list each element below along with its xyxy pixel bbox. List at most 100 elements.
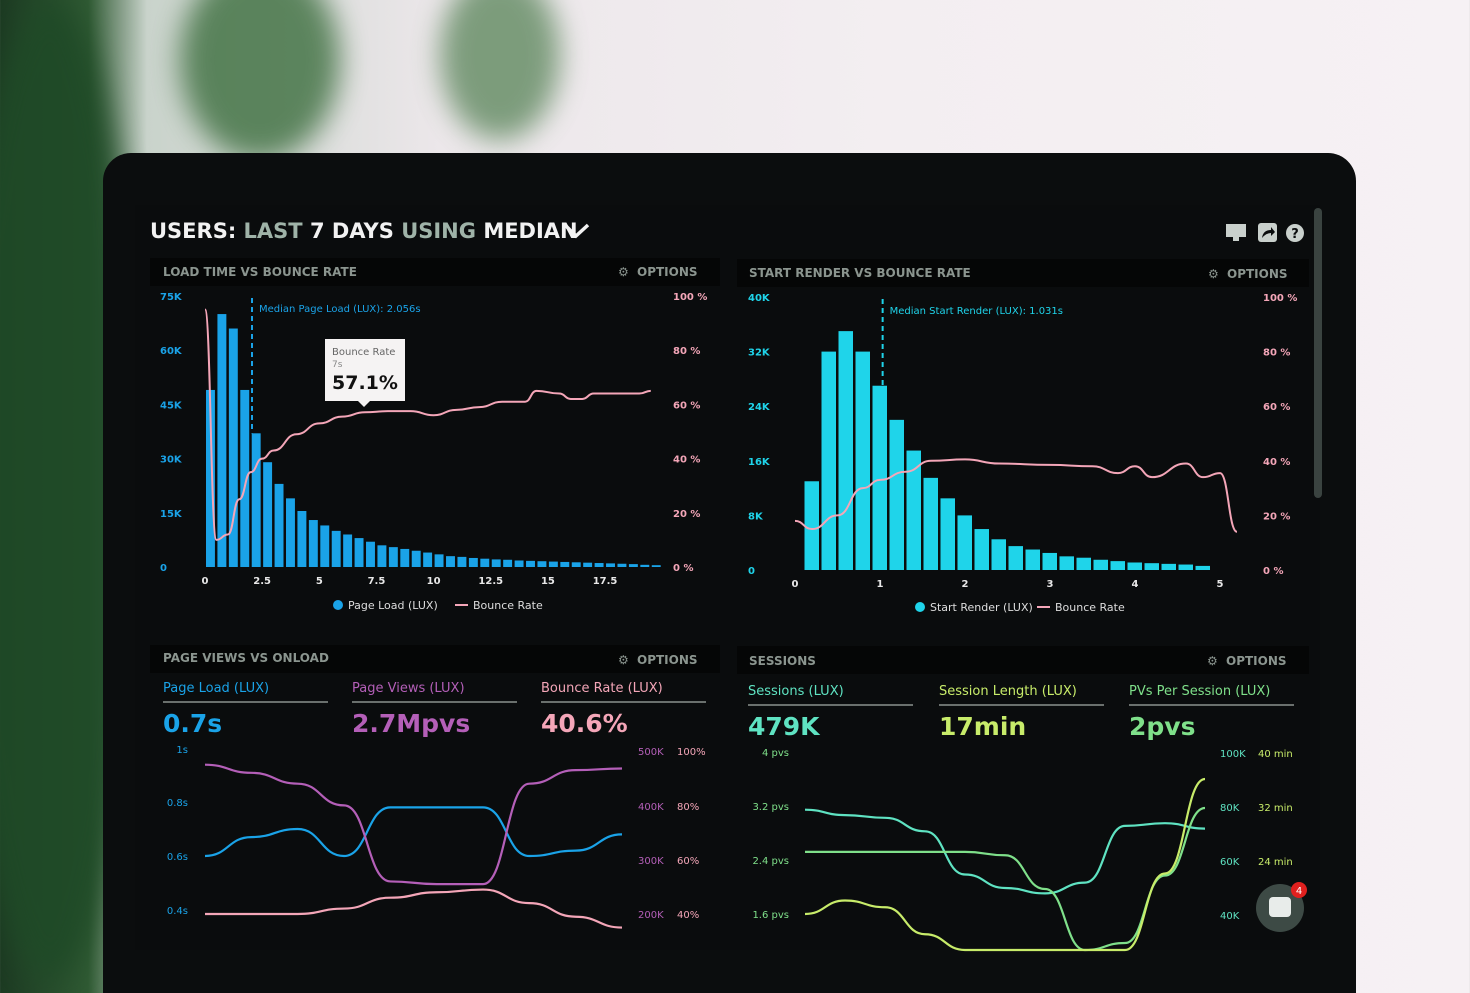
- y2-tick-label: 100 %: [1263, 293, 1297, 304]
- x-tick-label: 0: [792, 579, 799, 590]
- svg-text:7s: 7s: [332, 360, 343, 370]
- histogram-bar: [1178, 564, 1193, 570]
- histogram-bar: [251, 433, 261, 567]
- chart-page-views: Page Load (LUX) 0.7s Page Views (LUX) 2.7Mp…: [163, 681, 706, 929]
- svg-text:57.1%: 57.1%: [332, 372, 398, 394]
- histogram-bar: [228, 328, 238, 567]
- axis-tick-label: 1s: [176, 745, 188, 756]
- histogram-bar: [1127, 562, 1142, 570]
- y2-tick-label: 0 %: [673, 563, 693, 574]
- histogram-bar: [889, 419, 904, 570]
- axis-tick-label: 3.2 pvs: [752, 802, 789, 813]
- axis-tick-label: 40%: [677, 910, 699, 921]
- axis-tick-label: 60K: [1220, 857, 1240, 868]
- y-tick-label: 32K: [748, 348, 771, 359]
- histogram-bar: [855, 351, 870, 570]
- y2-tick-label: 80 %: [1263, 348, 1290, 359]
- y-tick-label: 60K: [160, 346, 183, 357]
- histogram-bar: [1161, 563, 1176, 570]
- kpi-label: Sessions (LUX): [748, 684, 844, 699]
- histogram-bar: [480, 558, 490, 567]
- plant-leaf: [180, 0, 340, 160]
- axis-tick-label: 100K: [1220, 749, 1246, 760]
- panel-header: [737, 646, 1309, 674]
- y-tick-label: 0: [160, 563, 167, 574]
- histogram-bar: [206, 389, 215, 567]
- histogram-bar: [354, 538, 364, 567]
- series-line: [204, 806, 623, 858]
- histogram-bar: [606, 563, 615, 567]
- histogram-bar: [297, 510, 307, 567]
- histogram-bar: [821, 351, 836, 570]
- x-tick-label: 17.5: [593, 576, 618, 587]
- axis-tick-label: 60%: [677, 856, 699, 867]
- options-button[interactable]: ⚙ OPTIONS: [618, 265, 698, 279]
- histogram-bar: [1076, 557, 1091, 570]
- chart-sessions: Sessions (LUX) 479K Session Length (LUX) 17…: [748, 684, 1294, 952]
- options-button[interactable]: ⚙ OPTIONS: [618, 653, 698, 667]
- x-tick-label: 4: [1132, 579, 1139, 590]
- y2-tick-label: 60 %: [1263, 402, 1290, 413]
- histogram-bar: [377, 545, 387, 567]
- options-button[interactable]: ⚙ OPTIONS: [1207, 654, 1287, 668]
- histogram-bar: [263, 462, 273, 567]
- axis-tick-label: 100%: [677, 747, 706, 758]
- x-tick-label: 15: [541, 576, 555, 587]
- bounce-rate-line: [204, 308, 651, 541]
- axis-tick-label: 40 min: [1258, 749, 1293, 760]
- chat-button[interactable]: 4: [1256, 882, 1307, 932]
- options-button[interactable]: ⚙ OPTIONS: [1208, 267, 1288, 281]
- svg-text:⚙: ⚙: [618, 265, 629, 279]
- share-icon[interactable]: [1258, 223, 1277, 242]
- page-title[interactable]: USERS: LAST 7 DAYS USING MEDIAN: [150, 219, 578, 243]
- histogram-bar: [1144, 563, 1159, 570]
- legend-marker: [915, 602, 925, 612]
- histogram-bar: [804, 481, 819, 570]
- histogram-bar: [838, 331, 853, 570]
- svg-text:⚙: ⚙: [1208, 267, 1219, 281]
- histogram-bar: [331, 530, 341, 567]
- plant-leaf: [440, 0, 560, 140]
- series-line: [804, 777, 1206, 952]
- chart-load-time: Median Page Load (LUX): 2.056s 0 2.5 5 7.5 10…: [160, 292, 707, 612]
- histogram-bar: [457, 556, 467, 567]
- histogram-bar: [1195, 565, 1210, 570]
- histogram-bar: [872, 385, 887, 570]
- x-tick-label: 2.5: [253, 576, 271, 587]
- notification-badge: 4: [1296, 886, 1302, 897]
- y-tick-label: 0: [748, 566, 755, 577]
- svg-text:⚙: ⚙: [618, 653, 629, 667]
- histogram-bar: [1093, 559, 1108, 570]
- kpi-label: Page Views (LUX): [352, 681, 465, 696]
- svg-text:OPTIONS: OPTIONS: [637, 265, 698, 279]
- y-tick-label: 8K: [748, 511, 764, 522]
- y2-tick-label: 20 %: [1263, 511, 1290, 522]
- help-icon[interactable]: ?: [1286, 224, 1304, 242]
- histogram-bar: [240, 389, 250, 567]
- x-tick-label: 0: [202, 576, 209, 587]
- monitor-icon[interactable]: [1226, 224, 1246, 241]
- axis-tick-label: 32 min: [1258, 803, 1293, 814]
- histogram-bar: [537, 561, 547, 567]
- tooltip: Bounce Rate 7s 57.1%: [325, 339, 405, 407]
- histogram-bar: [651, 565, 661, 567]
- kpi-label: Page Load (LUX): [163, 681, 269, 696]
- kpi-value: 40.6%: [541, 709, 628, 738]
- x-tick-label: 5: [1217, 579, 1224, 590]
- histogram-bar: [423, 552, 433, 567]
- axis-tick-label: 0.6s: [167, 852, 188, 863]
- histogram-bar: [217, 314, 227, 567]
- axis-tick-label: 200K: [638, 910, 664, 921]
- histogram-bar: [468, 557, 478, 567]
- histogram-bar: [594, 563, 604, 567]
- chevron-down-icon[interactable]: [563, 223, 590, 239]
- histogram-bar: [446, 556, 455, 567]
- scrollbar[interactable]: [1314, 208, 1322, 498]
- axis-tick-label: 80%: [677, 802, 699, 813]
- svg-text:OPTIONS: OPTIONS: [1227, 267, 1288, 281]
- svg-text:⚙: ⚙: [1207, 654, 1218, 668]
- axis-tick-label: 0.4s: [167, 906, 188, 917]
- panel-title: LOAD TIME VS BOUNCE RATE: [163, 265, 357, 279]
- histogram-bar: [411, 550, 421, 567]
